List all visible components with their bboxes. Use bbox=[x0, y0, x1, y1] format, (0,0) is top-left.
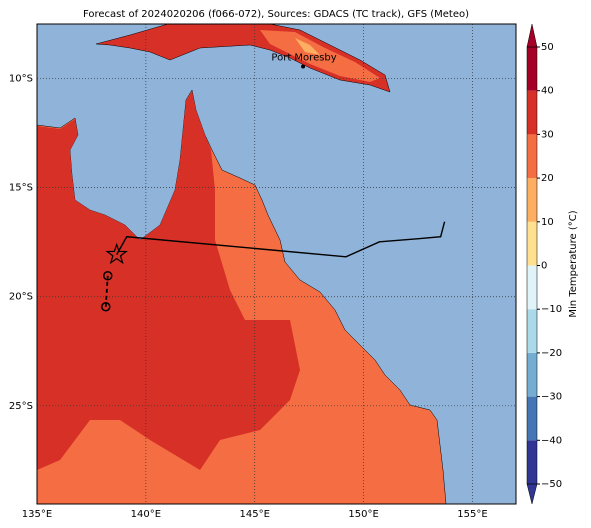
place-marker bbox=[301, 64, 306, 69]
colorbar-band bbox=[527, 178, 537, 222]
colorbar-tick-label: −20 bbox=[541, 348, 562, 359]
colorbar-tick-label: −40 bbox=[541, 435, 562, 446]
colorbar-band bbox=[527, 440, 537, 484]
tc-track-forecast bbox=[104, 275, 109, 307]
land-png bbox=[95, 24, 391, 93]
y-tick-label: 20°S bbox=[9, 292, 33, 303]
colorbar-tick-label: 0 bbox=[541, 261, 547, 272]
colorbar-band bbox=[527, 134, 537, 179]
labels: 135°E 140°E 145°E 150°E 155°E 10°S 15°S 20°S 25°… bbox=[9, 53, 488, 520]
colorbar-tick-label: 10 bbox=[541, 217, 554, 228]
x-tick-label: 155°E bbox=[457, 509, 487, 520]
colorbar-label: Min Temperature (°C) bbox=[568, 210, 579, 317]
colorbar-extend-top bbox=[526, 23, 538, 48]
warm-region bbox=[37, 91, 300, 470]
x-tick-label: 150°E bbox=[348, 509, 378, 520]
colorbar-band bbox=[527, 265, 537, 310]
tc-position bbox=[101, 302, 111, 312]
tc-position bbox=[103, 271, 113, 281]
map-layers bbox=[37, 24, 516, 504]
colorbar-tick-label: −10 bbox=[541, 304, 562, 315]
chart-title: Forecast of 2024020206 (f066-072), Sourc… bbox=[83, 9, 469, 20]
y-tick-label: 15°S bbox=[9, 183, 33, 194]
colorbar-extend-bottom bbox=[526, 483, 538, 505]
colorbar-band bbox=[527, 352, 537, 397]
map-frame bbox=[36, 23, 517, 505]
land-png-warm bbox=[260, 30, 380, 82]
colorbar-tick-label: 30 bbox=[541, 129, 554, 140]
colorbar-band bbox=[527, 396, 537, 441]
grid bbox=[37, 24, 516, 504]
colorbar-band bbox=[527, 90, 537, 135]
colorbar-tick-label: 20 bbox=[541, 173, 554, 184]
colorbar-tick-label: 40 bbox=[541, 86, 554, 97]
tracks bbox=[101, 221, 446, 312]
colorbar-tick-label: −30 bbox=[541, 392, 562, 403]
y-tick-label: 10°S bbox=[9, 74, 33, 85]
place-label: Port Moresby bbox=[271, 53, 336, 64]
colorbar-tick-label: 50 bbox=[541, 42, 554, 53]
colorbar-band bbox=[527, 47, 537, 91]
colorbar-band bbox=[527, 309, 537, 353]
colorbar: −50 −40 −30 −20 −10 0 10 20 30 40 50 bbox=[526, 23, 562, 505]
x-tick-label: 140°E bbox=[131, 509, 161, 520]
storm-center bbox=[105, 242, 128, 265]
x-tick-label: 145°E bbox=[240, 509, 270, 520]
colorbar-band bbox=[527, 221, 537, 266]
colorbar-tick-label: −50 bbox=[541, 479, 562, 490]
y-tick-label: 25°S bbox=[9, 401, 33, 412]
x-tick-label: 135°E bbox=[22, 509, 52, 520]
land-png-hot bbox=[295, 38, 320, 55]
tc-track bbox=[116, 221, 446, 258]
